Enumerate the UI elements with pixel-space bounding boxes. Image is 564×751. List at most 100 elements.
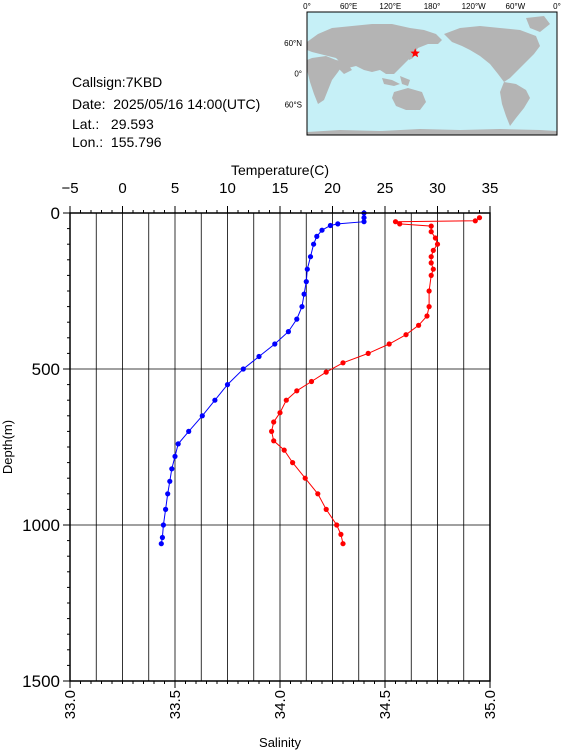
temperature-data-point	[163, 506, 169, 512]
salinity-data-point	[424, 313, 430, 319]
salinity-data-point	[281, 447, 287, 453]
map-latitude-ticks: 60°N 0° 60°S	[284, 39, 302, 110]
salinity-data-point	[338, 531, 344, 538]
map-longitude-ticks: 0° 60°E 120°E 180° 120°W 60°W 0°	[303, 2, 561, 11]
salinity-data-point	[428, 260, 434, 266]
temperature-data-point	[212, 397, 218, 403]
temperature-tick-label: 10	[219, 180, 236, 197]
map-lon-tick-label: 120°W	[462, 2, 487, 11]
salinity-data-point	[392, 219, 399, 225]
salinity-data-point	[290, 460, 296, 466]
station-callsign: Callsign:7KBD	[72, 74, 163, 90]
salinity-data-point	[430, 266, 436, 272]
station-marker-icon	[410, 48, 420, 58]
salinity-data-point	[430, 247, 436, 253]
temperature-tick-label: 5	[171, 180, 179, 197]
salinity-data-point	[308, 378, 315, 385]
chart-frame	[69, 212, 491, 682]
salinity-data-point	[323, 369, 329, 375]
temperature-data-point	[361, 215, 367, 221]
depth-tick-label: 500	[32, 360, 60, 379]
temperature-data-point	[294, 316, 300, 322]
salinity-data-point	[416, 322, 422, 328]
salinity-data-point	[294, 388, 300, 394]
temperature-tick-label: 25	[377, 180, 394, 197]
map-lon-tick-label: 180°	[424, 2, 441, 11]
salinity-data-point	[426, 288, 432, 294]
salinity-profile-line	[271, 217, 480, 544]
temperature-data-point	[307, 254, 314, 260]
depth-tick-label: 0	[51, 204, 60, 223]
temperature-data-point	[167, 478, 173, 484]
temperature-profile-line	[160, 213, 365, 544]
station-latitude: Lat.: 29.593	[72, 116, 154, 132]
salinity-data-point	[340, 541, 346, 547]
temperature-data-point	[172, 453, 178, 459]
map-lon-tick-label: 0°	[303, 2, 311, 11]
world-map: 0° 60°E 120°E 180° 120°W 60°W 0° 60°N 0° 60°S	[284, 2, 561, 136]
salinity-data-point	[476, 215, 483, 221]
salinity-data-point	[315, 491, 321, 497]
salinity-data-point	[334, 522, 340, 528]
temperature-data-point	[169, 466, 175, 472]
salinity-tick-label: 33.0	[62, 690, 79, 719]
depth-axis-label: Depth(m)	[0, 420, 15, 474]
depth-tick-label: 1000	[22, 516, 60, 535]
temperature-data-point	[299, 304, 305, 310]
temperature-data-point	[285, 329, 291, 335]
temperature-data-point	[319, 227, 325, 233]
map-lat-tick-label: 60°S	[285, 100, 302, 109]
temperature-axis-label: Temperature(C)	[231, 162, 329, 178]
temperature-data-point	[256, 353, 262, 360]
salinity-axis-label: Salinity	[259, 735, 301, 750]
chart-series	[158, 210, 483, 547]
temperature-data-point	[361, 219, 367, 225]
temperature-data-point	[159, 534, 165, 541]
map-lon-tick-label: 60°W	[506, 2, 526, 11]
temperature-data-point	[301, 291, 307, 297]
temperature-tick-label: 20	[324, 180, 341, 197]
salinity-data-point	[323, 506, 329, 512]
temperature-data-point	[335, 221, 341, 227]
salinity-data-point	[403, 332, 409, 338]
temperature-data-point	[327, 222, 333, 229]
map-frame	[306, 11, 558, 136]
temperature-data-point	[186, 428, 192, 434]
map-land	[307, 16, 557, 135]
temperature-data-point	[224, 382, 231, 388]
temperature-tick-label: 0	[118, 180, 126, 197]
temperature-data-point	[314, 233, 320, 239]
temperature-data-point	[165, 491, 171, 497]
salinity-data-point	[428, 223, 434, 229]
temperature-data-point	[272, 341, 278, 347]
map-lon-tick-label: 0°	[553, 2, 561, 11]
salinity-axis: 33.0 33.5 34.0 34.5 35.0	[62, 681, 499, 719]
station-longitude: Lon.: 155.796	[72, 134, 162, 150]
temperature-tick-label: 30	[429, 180, 446, 197]
salinity-data-point	[432, 235, 438, 241]
temperature-data-point	[304, 266, 310, 272]
map-lat-tick-label: 60°N	[284, 39, 302, 48]
salinity-data-point	[283, 397, 289, 403]
salinity-data-point	[365, 350, 371, 356]
temperature-data-point	[158, 541, 164, 547]
temperature-data-point	[175, 441, 181, 447]
salinity-data-point	[426, 304, 432, 310]
map-lon-tick-label: 120°E	[379, 2, 401, 11]
salinity-tick-label: 34.0	[272, 690, 289, 719]
salinity-data-point	[302, 475, 308, 481]
map-lon-tick-label: 60°E	[340, 2, 357, 11]
salinity-data-point	[397, 221, 403, 227]
map-lat-tick-label: 0°	[294, 70, 302, 79]
salinity-data-point	[428, 229, 434, 235]
temperature-tick-label: 15	[272, 180, 289, 197]
salinity-data-point	[428, 254, 434, 260]
salinity-data-point	[277, 410, 283, 416]
temperature-data-point	[160, 522, 166, 528]
salinity-data-point	[472, 218, 478, 224]
salinity-data-point	[271, 438, 277, 444]
salinity-data-point	[340, 360, 346, 366]
depth-axis: 0 500 1000 1500	[22, 204, 70, 691]
station-date: Date: 2025/05/16 14:00(UTC)	[72, 96, 261, 112]
